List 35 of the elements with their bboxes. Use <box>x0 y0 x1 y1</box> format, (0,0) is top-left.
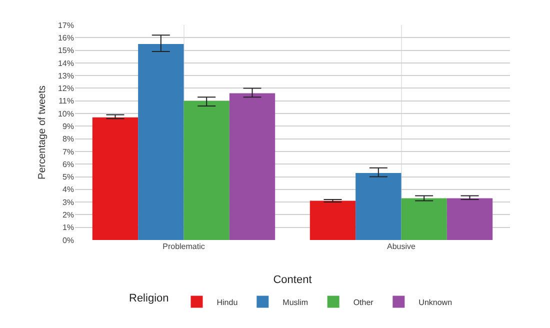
legend-label: Unknown <box>418 298 452 307</box>
bar <box>184 100 230 240</box>
y-tick-label: 11% <box>58 96 74 106</box>
bar <box>138 44 184 240</box>
y-tick-label: 16% <box>58 33 74 42</box>
y-tick-label: 1% <box>62 223 74 232</box>
y-tick-label: 12% <box>58 84 74 94</box>
x-tick-label: Abusive <box>387 242 416 251</box>
y-tick-label: 17% <box>58 20 74 30</box>
legend-label: Hindu <box>216 298 238 307</box>
legend-label: Muslim <box>282 298 308 307</box>
y-tick-label: 7% <box>62 147 74 156</box>
y-tick-label: 5% <box>62 172 74 182</box>
legend-title: Religion <box>129 292 169 305</box>
y-tick-label: 13% <box>58 71 74 80</box>
x-tick-label: Problematic <box>162 242 205 251</box>
bar <box>446 198 493 240</box>
bar <box>92 117 138 240</box>
y-tick-label: 14% <box>58 58 74 68</box>
legend-label: Other <box>353 298 374 307</box>
bar <box>310 200 356 240</box>
bar <box>356 172 402 240</box>
y-tick-label: 0% <box>62 236 74 245</box>
y-tick-label: 8% <box>62 134 74 144</box>
y-tick-label: 4% <box>62 185 74 194</box>
y-tick-label: 10% <box>58 109 74 118</box>
bar <box>401 198 447 240</box>
y-tick-label: 3% <box>62 198 74 207</box>
y-tick-label: 15% <box>58 46 74 56</box>
y-axis-title: Percentage of tweets <box>37 86 48 180</box>
bar <box>229 93 276 240</box>
x-axis-title: Content <box>273 274 312 286</box>
y-tick-label: 2% <box>62 210 74 220</box>
y-tick-label: 6% <box>62 160 74 169</box>
y-tick-label: 9% <box>62 122 74 131</box>
